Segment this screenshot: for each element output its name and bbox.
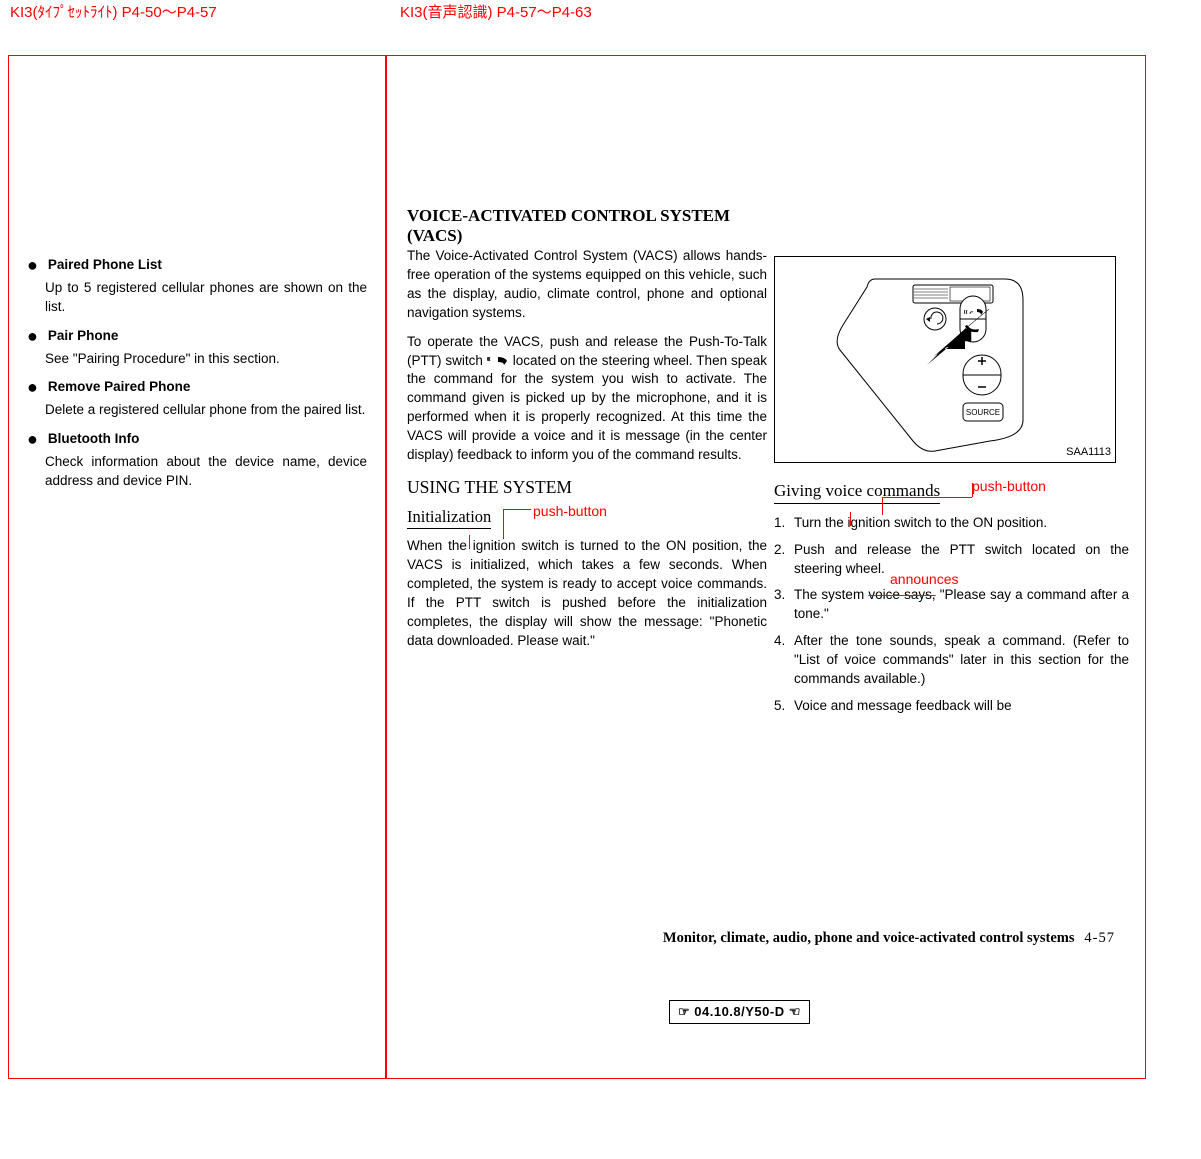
initialization-heading: Initialization bbox=[407, 505, 491, 529]
step-item: 3.The system voice says, "Please say a c… bbox=[774, 586, 1129, 624]
header-label-right: KI3(音声認識) P4-57～P4-63 bbox=[400, 2, 592, 23]
svg-text:SOURCE: SOURCE bbox=[966, 408, 1000, 417]
column-divider bbox=[385, 56, 387, 1078]
vacs-heading: VOICE-ACTIVATED CONTROL SYSTEM (VACS) bbox=[407, 206, 767, 245]
step-number: 1. bbox=[774, 514, 794, 533]
step-item: 4.After the tone sounds, speak a command… bbox=[774, 632, 1129, 689]
annotation-pushbutton-1: push-button bbox=[533, 502, 607, 522]
step-item: 1.Turn the ignition switch to the ON pos… bbox=[774, 514, 1129, 533]
annotation-caret-1 bbox=[469, 535, 470, 549]
step-number: 5. bbox=[774, 697, 794, 716]
bullet-item: ● Bluetooth Info bbox=[27, 430, 367, 449]
bullet-dot: ● bbox=[27, 256, 38, 275]
bullet-label: Bluetooth Info bbox=[48, 430, 139, 449]
middle-column: VOICE-ACTIVATED CONTROL SYSTEM (VACS) Th… bbox=[389, 56, 785, 1078]
bullet-item: ● Paired Phone List bbox=[27, 256, 367, 275]
annotation-pushbutton-2: push-button bbox=[972, 477, 1046, 497]
bullet-body: Up to 5 registered cellular phones are s… bbox=[45, 279, 367, 317]
bullet-dot: ● bbox=[27, 430, 38, 449]
bullet-item: ● Remove Paired Phone bbox=[27, 378, 367, 397]
annotation-caret-r1 bbox=[850, 512, 851, 526]
init-p3a: When the bbox=[407, 538, 473, 553]
annotation-line-1h bbox=[503, 509, 531, 510]
step-text: After the tone sounds, speak a command. … bbox=[794, 632, 1129, 689]
steering-control-figure: SOURCE SAA1113 bbox=[774, 256, 1116, 463]
bullet-dot: ● bbox=[27, 327, 38, 346]
footer-page: 4-57 bbox=[1084, 930, 1115, 946]
init-p3b: ignition switch is turned to the ON posi… bbox=[407, 538, 767, 647]
annotation-announces: announces bbox=[890, 570, 959, 590]
using-system-heading: USING THE SYSTEM bbox=[407, 475, 767, 500]
vacs-p1: The Voice-Activated Control System (VACS… bbox=[407, 247, 767, 323]
annotation-line-r1 bbox=[882, 497, 883, 515]
vacs-p2b: located on the steering wheel. Then spea… bbox=[407, 353, 767, 462]
right-column: SOURCE SAA1113 Giving voice commands pus… bbox=[774, 256, 1129, 724]
left-column: ● Paired Phone List Up to 5 registered ce… bbox=[9, 56, 385, 1078]
bullet-dot: ● bbox=[27, 378, 38, 397]
vacs-p2: To operate the VACS, push and release th… bbox=[407, 333, 767, 465]
step-text: The system voice says, "Please say a com… bbox=[794, 586, 1129, 624]
step-item: 5.Voice and message feedback will be bbox=[774, 697, 1129, 716]
step-number: 2. bbox=[774, 541, 794, 579]
annotation-line-r1h bbox=[882, 497, 972, 498]
header-label-left: KI3(ﾀｲﾌﾟｾｯﾄﾗｲﾄ) P4-50～P4-57 bbox=[10, 2, 217, 23]
figure-label: SAA1113 bbox=[1066, 445, 1111, 460]
step-text: Push and release the PTT switch located … bbox=[794, 541, 1129, 579]
step-number: 4. bbox=[774, 632, 794, 689]
annotation-line-1v bbox=[503, 509, 504, 539]
step-text: Voice and message feedback will be bbox=[794, 697, 1129, 716]
bullet-item: ● Pair Phone bbox=[27, 327, 367, 346]
page: KI3(ﾀｲﾌﾟｾｯﾄﾗｲﾄ) P4-50～P4-57 KI3(音声認識) P4… bbox=[0, 0, 1201, 1159]
bullet-label: Paired Phone List bbox=[48, 256, 162, 275]
footer-title: Monitor, climate, audio, phone and voice… bbox=[663, 930, 1075, 946]
bullet-body: Check information about the device name,… bbox=[45, 453, 367, 491]
bullet-body: Delete a registered cellular phone from … bbox=[45, 401, 367, 420]
giving-voice-heading: Giving voice commands bbox=[774, 479, 940, 504]
bullet-label: Remove Paired Phone bbox=[48, 378, 191, 397]
annotation-line-r1v2 bbox=[972, 483, 973, 497]
init-para: When the ignition switch is turned to th… bbox=[407, 537, 767, 650]
step-text: Turn the ignition switch to the ON posit… bbox=[794, 514, 1129, 533]
steering-svg: SOURCE bbox=[795, 265, 1095, 455]
bullet-body: See "Pairing Procedure" in this section. bbox=[45, 350, 367, 369]
bullet-label: Pair Phone bbox=[48, 327, 119, 346]
step-number: 3. bbox=[774, 586, 794, 624]
footer: Monitor, climate, audio, phone and voice… bbox=[409, 928, 1115, 948]
date-stamp: ☞ 04.10.8/Y50-D ☜ bbox=[669, 1000, 810, 1024]
content-frame: ● Paired Phone List Up to 5 registered ce… bbox=[8, 55, 1146, 1079]
ptt-icon bbox=[487, 355, 509, 367]
